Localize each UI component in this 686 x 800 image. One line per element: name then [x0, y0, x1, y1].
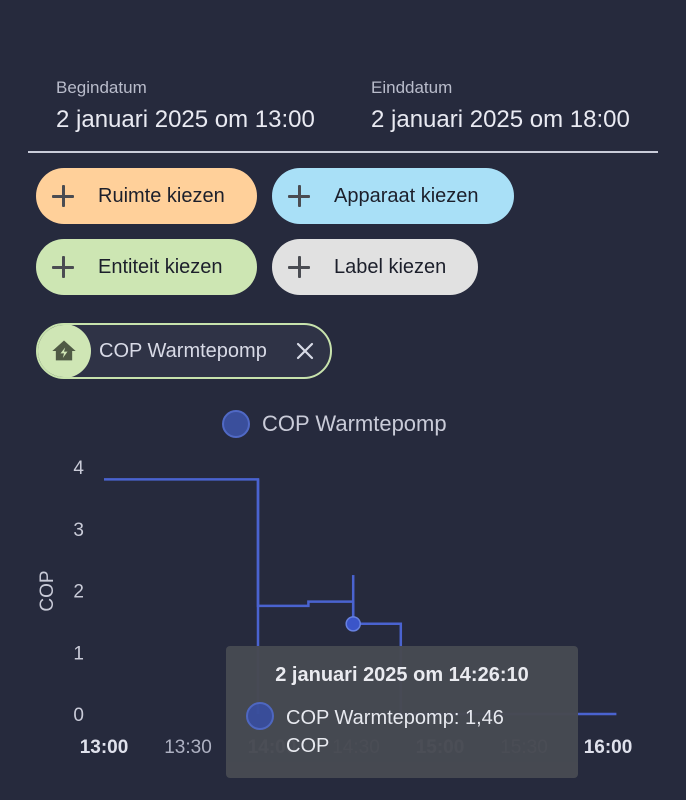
- tooltip-value: 1,46: [464, 707, 504, 729]
- y-tick-label: 0: [73, 705, 84, 726]
- tooltip-title: 2 januari 2025 om 14:26:10: [275, 664, 529, 686]
- plus-icon: [286, 183, 312, 209]
- choose-area-label: Ruimte kiezen: [98, 184, 225, 207]
- choose-area-button[interactable]: Ruimte kiezen: [36, 168, 257, 224]
- plus-icon: [286, 254, 312, 280]
- choose-label-label: Label kiezen: [334, 255, 447, 278]
- choose-entity-button[interactable]: Entiteit kiezen: [36, 239, 257, 295]
- tooltip-value-line: COP Warmtepomp: 1,46 COP: [286, 707, 504, 757]
- home-lightning-icon: [38, 325, 91, 377]
- remove-entity-close-icon[interactable]: [292, 338, 318, 364]
- tooltip-series-dot-icon: [246, 702, 274, 730]
- tooltip-series-name: COP Warmtepomp: [286, 707, 454, 729]
- start-date-label: Begindatum: [56, 78, 147, 97]
- plus-icon: [50, 254, 76, 280]
- date-divider: [28, 151, 658, 153]
- x-tick-label: 13:00: [80, 737, 129, 758]
- selected-entity-chip[interactable]: COP Warmtepomp: [36, 323, 332, 379]
- y-tick-label: 4: [73, 458, 84, 479]
- choose-label-button[interactable]: Label kiezen: [272, 239, 478, 295]
- plus-icon: [50, 183, 76, 209]
- x-tick-label: 16:00: [584, 737, 633, 758]
- choose-device-button[interactable]: Apparaat kiezen: [272, 168, 514, 224]
- tooltip-unit: COP: [286, 735, 330, 757]
- start-date-value[interactable]: 2 januari 2025 om 13:00: [56, 106, 315, 133]
- y-tick-label: 3: [73, 520, 84, 541]
- legend-dot-icon: [222, 410, 250, 438]
- y-axis-label: COP: [37, 570, 58, 611]
- choose-entity-label: Entiteit kiezen: [98, 255, 223, 278]
- y-tick-label: 1: [73, 643, 84, 664]
- y-tick-label: 2: [73, 582, 84, 603]
- highlighted-data-point[interactable]: [345, 616, 361, 632]
- end-date-label: Einddatum: [371, 78, 453, 97]
- start-date-field[interactable]: Begindatum 2 januari 2025 om 13:00: [56, 78, 316, 134]
- choose-device-label: Apparaat kiezen: [334, 184, 479, 207]
- chart-legend-item[interactable]: COP Warmtepomp: [222, 410, 447, 438]
- x-tick-label: 13:30: [164, 737, 212, 758]
- chart-tooltip: 2 januari 2025 om 14:26:10 COP Warmtepom…: [226, 646, 578, 778]
- legend-label: COP Warmtepomp: [262, 411, 447, 436]
- end-date-field[interactable]: Einddatum 2 januari 2025 om 18:00: [371, 78, 631, 134]
- selected-entity-name: COP Warmtepomp: [99, 339, 267, 362]
- end-date-value[interactable]: 2 januari 2025 om 18:00: [371, 106, 630, 133]
